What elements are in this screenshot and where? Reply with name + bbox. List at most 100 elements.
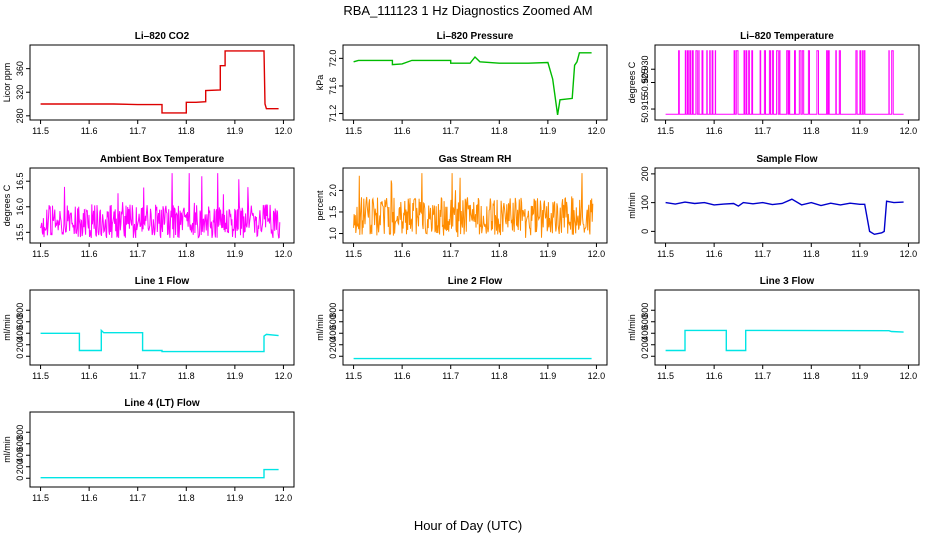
y-tick-label: 50.930	[640, 55, 650, 83]
plot-frame	[654, 167, 920, 244]
y-tick-label: 200	[640, 337, 650, 352]
x-tick-label: 11.7	[754, 126, 771, 136]
y-tick-label: 320	[15, 85, 25, 100]
y-tick-label: 50.915	[640, 95, 650, 123]
x-tick-label: 12.0	[588, 249, 606, 259]
y-tick-label: 16.5	[15, 172, 25, 190]
x-tick-label: 12.0	[588, 371, 606, 381]
y-tick-label: 200	[328, 337, 338, 352]
panel-ambient: Ambient Box Temperature 11.5 11.6 11.7 11.8 1…	[2, 154, 295, 259]
series-line	[665, 198, 904, 236]
x-tick-label: 11.5	[345, 371, 362, 381]
x-tick-label: 11.6	[81, 249, 98, 259]
y-tick-label: 100	[640, 195, 650, 210]
panel-title: Line 2 Flow	[448, 276, 503, 287]
x-tick-label: 11.5	[657, 249, 674, 259]
plot-frame	[342, 44, 608, 121]
panel-rh: Gas Stream RH 11.5 11.6 11.7 11.8 11.9 12.0 1.0…	[315, 154, 608, 259]
y-tick-label: 360	[15, 61, 25, 76]
x-tick-label: 11.9	[851, 126, 868, 136]
plot-frame	[29, 167, 295, 244]
y-tick-label: 71.6	[328, 77, 338, 95]
y-tick-label: 0	[640, 229, 650, 234]
y-axis-label: ml/min	[2, 436, 12, 463]
y-axis-label: kPa	[315, 75, 325, 91]
panel-title: Line 3 Flow	[760, 276, 815, 287]
series-line	[665, 50, 904, 115]
x-tick-label: 11.9	[226, 493, 243, 503]
y-axis-label: ml/min	[627, 192, 637, 219]
series-line	[353, 52, 592, 116]
series-line	[40, 173, 281, 239]
series-line	[40, 468, 279, 479]
panel-line3: Line 3 Flow 11.5 11.6 11.7 11.8 11.9 12.0 0 2004…	[627, 276, 920, 381]
series-line	[40, 50, 279, 114]
x-tick-label: 11.5	[32, 371, 49, 381]
x-tick-label: 11.9	[226, 126, 243, 136]
x-tick-label: 12.0	[275, 371, 293, 381]
plot-frame	[29, 411, 295, 488]
y-tick-label: 200	[15, 459, 25, 474]
x-tick-label: 11.8	[178, 126, 195, 136]
y-axis-label: ml/min	[627, 314, 637, 341]
x-tick-label: 11.8	[803, 249, 820, 259]
y-tick-label: 72.0	[328, 50, 338, 68]
x-tick-label: 11.8	[803, 126, 820, 136]
plot-frame	[29, 44, 295, 121]
y-tick-label: 200	[15, 337, 25, 352]
plot-frame	[342, 289, 608, 366]
x-tick-label: 11.5	[657, 371, 674, 381]
panel-title: Line 1 Flow	[135, 276, 190, 287]
y-tick-label: 400	[15, 448, 25, 463]
series-line	[665, 329, 904, 352]
x-tick-label: 11.8	[178, 371, 195, 381]
x-tick-label: 11.9	[539, 371, 556, 381]
y-tick-label: 200	[640, 166, 650, 181]
x-tick-label: 11.6	[394, 371, 411, 381]
y-tick-label: 800	[328, 303, 338, 318]
y-axis-label: percent	[315, 190, 325, 221]
x-tick-label: 12.0	[275, 493, 293, 503]
x-tick-label: 11.7	[129, 371, 146, 381]
panel-title: Li–820 CO2	[135, 31, 190, 42]
x-tick-label: 11.6	[706, 126, 723, 136]
y-tick-label: 400	[640, 326, 650, 341]
x-tick-label: 11.9	[851, 371, 868, 381]
panel-title: Gas Stream RH	[439, 154, 512, 165]
x-tick-label: 12.0	[900, 126, 918, 136]
panel-line1: Line 1 Flow 11.5 11.6 11.7 11.8 11.9 12.0 0 2004…	[2, 276, 295, 381]
x-tick-label: 12.0	[900, 249, 918, 259]
series-line	[353, 173, 594, 238]
y-tick-label: 15.5	[15, 224, 25, 242]
x-tick-label: 11.9	[226, 371, 243, 381]
panel-title: Li–820 Temperature	[740, 31, 834, 42]
x-axis-label: Hour of Day (UTC)	[414, 518, 522, 533]
panel-temperature: Li–820 Temperature 11.5 11.6 11.7 11.8 11.9 12…	[627, 31, 920, 136]
y-axis-label: Licor ppm	[2, 63, 12, 103]
panel-title: Sample Flow	[756, 154, 817, 165]
x-tick-label: 11.7	[442, 126, 459, 136]
y-tick-label: 0	[328, 354, 338, 359]
x-tick-label: 11.8	[803, 371, 820, 381]
y-tick-label: 71.2	[328, 105, 338, 123]
x-tick-label: 11.6	[394, 249, 411, 259]
x-tick-label: 11.7	[129, 126, 146, 136]
y-tick-label: 600	[640, 314, 650, 329]
y-tick-label: 400	[328, 326, 338, 341]
x-tick-label: 11.8	[491, 249, 508, 259]
y-tick-label: 600	[328, 314, 338, 329]
y-tick-label: 600	[15, 436, 25, 451]
x-tick-label: 11.9	[539, 249, 556, 259]
x-tick-label: 11.7	[442, 371, 459, 381]
y-tick-label: 400	[15, 326, 25, 341]
x-tick-label: 11.9	[851, 249, 868, 259]
x-tick-label: 11.5	[345, 249, 362, 259]
x-tick-label: 11.6	[81, 126, 98, 136]
x-tick-label: 11.8	[178, 249, 195, 259]
x-tick-label: 11.9	[539, 126, 556, 136]
x-tick-label: 11.8	[491, 371, 508, 381]
panel-title: Ambient Box Temperature	[100, 154, 225, 165]
y-axis-label: ml/min	[2, 314, 12, 341]
